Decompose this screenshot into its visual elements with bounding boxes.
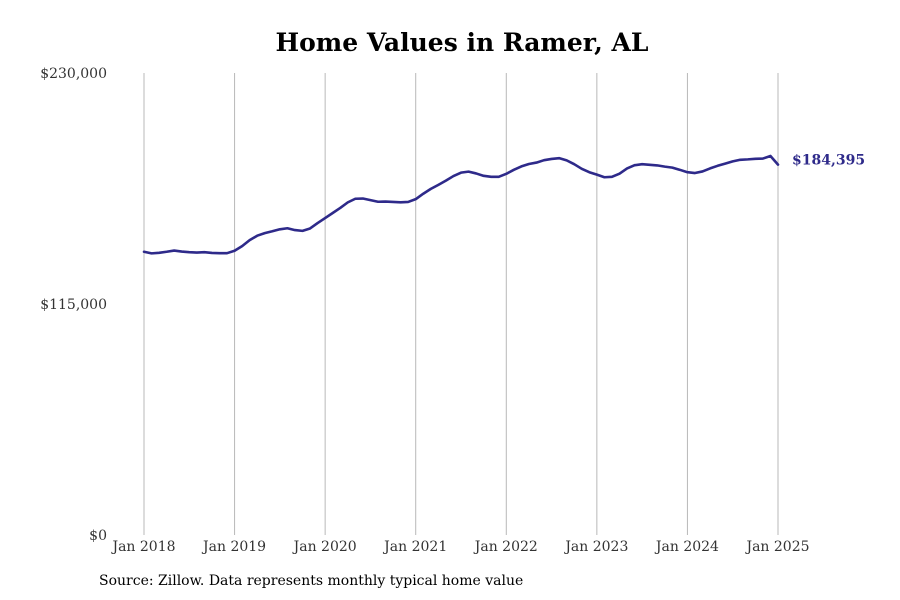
series-layer [142,154,780,255]
gridlines [143,73,779,535]
x-tick-label: Jan 2022 [473,539,538,555]
end-label-layer: $184,395 [792,153,865,169]
y-tick-label: $115,000 [40,297,107,313]
source-note: Source: Zillow. Data represents monthly … [99,573,524,589]
y-tick-label: $230,000 [40,66,107,82]
x-tick-label: Jan 2019 [201,539,266,555]
y-tick-label: $0 [89,528,107,544]
x-tick-label: Jan 2024 [654,539,719,555]
chart-title: Home Values in Ramer, AL [275,28,649,57]
x-axis-ticks: Jan 2018 Jan 2019 Jan 2020 Jan 2021 Jan 2022… [110,539,809,555]
end-value-label: $184,395 [792,153,865,169]
y-axis-ticks: $0 $115,000 $230,000 [40,66,107,544]
x-tick-label: Jan 2025 [744,539,809,555]
series-line [142,154,780,255]
x-tick-label: Jan 2023 [563,539,628,555]
x-tick-label: Jan 2018 [110,539,175,555]
x-tick-label: Jan 2020 [292,539,357,555]
x-tick-label: Jan 2021 [382,539,447,555]
